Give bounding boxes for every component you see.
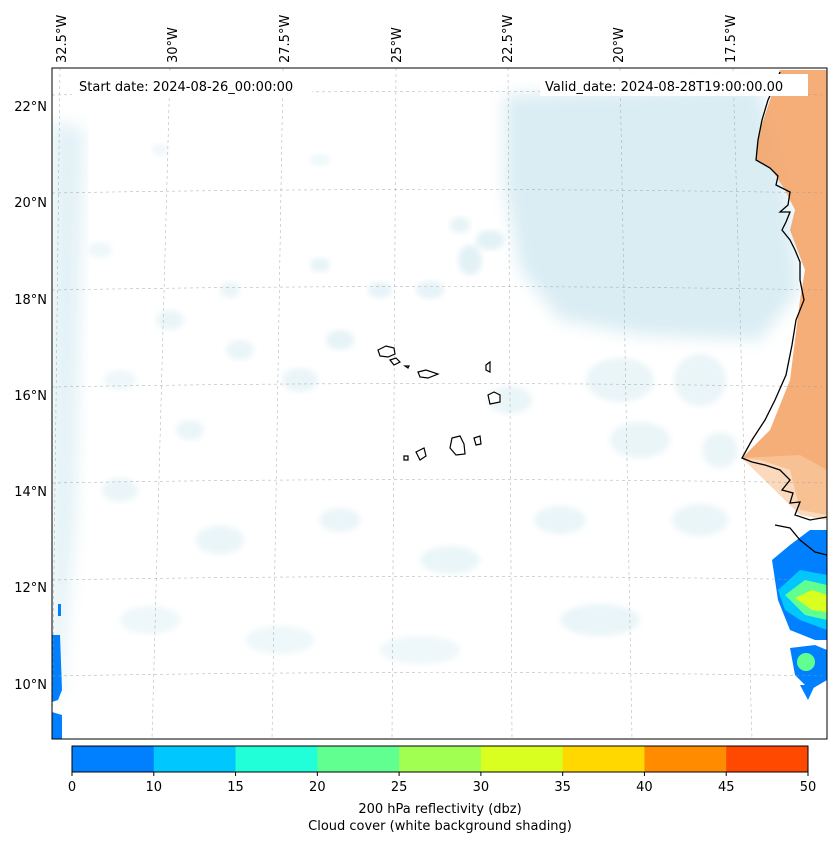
colorbar-swatch bbox=[480, 746, 564, 772]
map-frame bbox=[51, 67, 828, 740]
coastline-bissau bbox=[774, 524, 827, 556]
lon-label-22-5w: 22.5°W bbox=[501, 15, 516, 63]
colorbar-tick-label: 50 bbox=[800, 780, 817, 795]
lon-label-30w: 30°W bbox=[166, 27, 181, 63]
colorbar-swatch bbox=[562, 746, 645, 772]
colorbar-frame bbox=[71, 745, 809, 773]
lat-label-10n: 10°N bbox=[14, 678, 47, 693]
coastline-africa bbox=[741, 71, 827, 521]
colorbar: 0 10 15 20 25 30 35 40 45 50 200 hPa reflectivity… bbox=[68, 745, 816, 834]
lon-label-17-5w: 17.5°W bbox=[724, 15, 739, 63]
lon-label-25w: 25°W bbox=[390, 27, 405, 63]
valid-date-box bbox=[540, 74, 808, 96]
colorbar-tick-label: 35 bbox=[554, 780, 571, 795]
colorbar-swatch bbox=[153, 746, 237, 772]
colorbar-tick-label: 20 bbox=[309, 780, 326, 795]
reflectivity-west bbox=[52, 604, 62, 739]
lon-label-32-5w: 32.5°W bbox=[55, 15, 70, 63]
lat-label-20n: 20°N bbox=[14, 196, 47, 211]
colorbar-label-reflectivity: 200 hPa reflectivity (dbz) bbox=[358, 802, 521, 817]
colorbar-tick-label: 30 bbox=[473, 780, 490, 795]
colorbar-swatch bbox=[644, 746, 727, 772]
colorbar-swatch bbox=[726, 746, 809, 772]
colorbar-swatch bbox=[72, 746, 155, 772]
colorbar-tick-label: 25 bbox=[391, 780, 408, 795]
colorbar-swatch bbox=[399, 746, 482, 772]
start-date-box bbox=[72, 74, 312, 96]
land-shading bbox=[742, 70, 827, 515]
colorbar-tick-label: 10 bbox=[146, 780, 163, 795]
colorbar-tick-label: 40 bbox=[636, 780, 653, 795]
colorbar-swatch bbox=[235, 746, 318, 772]
reflectivity-east bbox=[772, 530, 827, 700]
colorbar-ticks: 0 10 15 20 25 30 35 40 45 50 bbox=[68, 772, 816, 795]
longitude-labels: 32.5°W 30°W 27.5°W 25°W 22.5°W 20°W 17.5… bbox=[55, 15, 739, 63]
lon-label-27-5w: 27.5°W bbox=[278, 15, 293, 63]
valid-date-label: Valid_date: 2024-08-28T19:00:00.00 bbox=[545, 80, 783, 95]
lat-label-12n: 12°N bbox=[14, 581, 47, 596]
colorbar-tick-label: 0 bbox=[68, 780, 76, 795]
lat-label-16n: 16°N bbox=[14, 389, 47, 404]
colorbar-label-cloud-cover: Cloud cover (white background shading) bbox=[308, 819, 572, 834]
cape-verde-islands bbox=[377, 345, 501, 461]
colorbar-tick-label: 15 bbox=[227, 780, 244, 795]
lon-label-20w: 20°W bbox=[612, 27, 627, 63]
start-date-label: Start date: 2024-08-26_00:00:00 bbox=[79, 80, 293, 95]
lat-label-14n: 14°N bbox=[14, 485, 47, 500]
colorbar-swatches bbox=[72, 746, 809, 772]
lat-label-22n: 22°N bbox=[14, 100, 47, 115]
lat-label-18n: 18°N bbox=[14, 293, 47, 308]
cloud-cover-shading bbox=[52, 85, 800, 700]
colorbar-swatch bbox=[317, 746, 400, 772]
colorbar-tick-label: 45 bbox=[718, 780, 735, 795]
latitude-labels: 22°N 20°N 18°N 16°N 14°N 12°N 10°N bbox=[14, 100, 47, 693]
